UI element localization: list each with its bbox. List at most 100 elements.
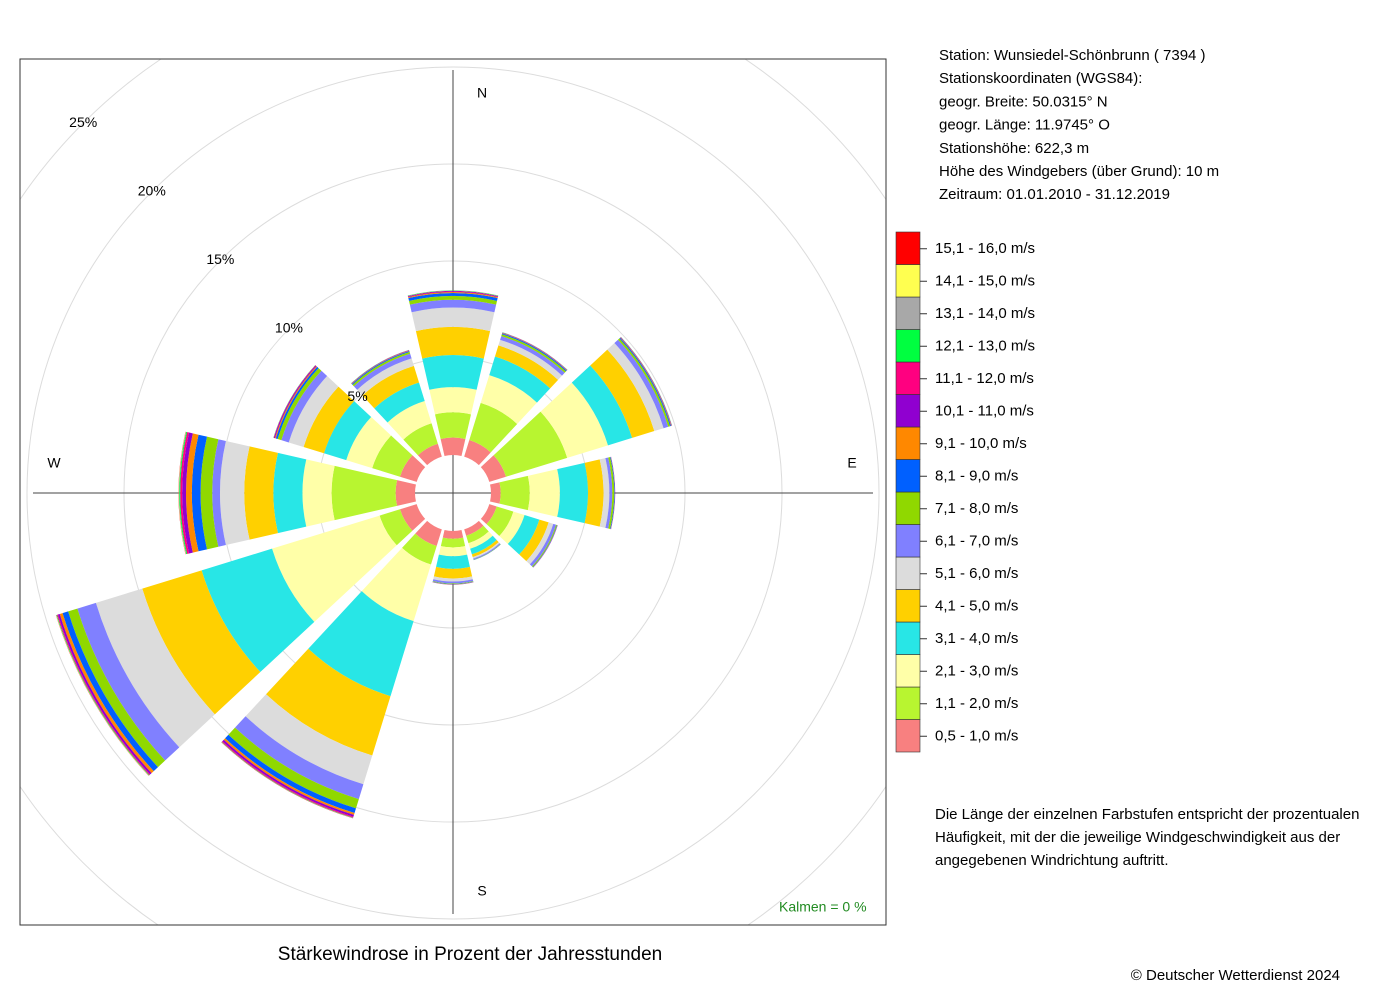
- station-info: Zeitraum: 01.01.2010 - 31.12.2019: [939, 186, 1170, 203]
- wind-segment: [323, 401, 372, 461]
- station-info: Stationskoordinaten (WGS84):: [939, 70, 1142, 87]
- wind-segment: [62, 611, 158, 772]
- r-tick-label: 10%: [275, 320, 303, 336]
- legend-label: 12,1 - 13,0 m/s: [935, 338, 1035, 355]
- wind-segment: [379, 509, 413, 546]
- wind-segment: [407, 290, 499, 296]
- r-tick-label: 5%: [347, 388, 367, 404]
- wind-segment: [432, 582, 474, 585]
- legend-swatch: [895, 719, 921, 753]
- chart-title: Stärkewindrose in Prozent der Jahresstun…: [278, 944, 662, 965]
- legend-label: 4,1 - 5,0 m/s: [935, 598, 1018, 615]
- legend-swatch: [895, 394, 921, 428]
- legend-swatch: [895, 264, 921, 298]
- wind-segment: [399, 455, 426, 482]
- wind-segment: [608, 457, 615, 529]
- wind-segment: [281, 370, 328, 443]
- wind-segment: [489, 356, 551, 403]
- legend-label: 1,1 - 2,0 m/s: [935, 695, 1018, 712]
- wind-segment: [374, 382, 425, 423]
- wind-segment: [433, 566, 473, 579]
- wind-segment: [387, 401, 432, 440]
- wind-segment: [178, 431, 186, 555]
- wind-segment: [68, 608, 166, 768]
- wind-segment: [417, 443, 442, 466]
- legend-swatch: [895, 231, 921, 265]
- legend-label: 15,1 - 16,0 m/s: [935, 240, 1035, 257]
- wind-segment: [288, 376, 339, 448]
- wind-segment: [480, 375, 537, 424]
- wind-segment: [178, 431, 187, 555]
- wind-segment: [77, 602, 180, 761]
- note-line: angegebenen Windrichtung auftritt.: [935, 852, 1169, 869]
- wind-segment: [407, 290, 499, 297]
- wind-segment: [540, 382, 608, 458]
- wind-segment: [200, 436, 219, 550]
- wind-segment: [178, 431, 186, 555]
- wind-segment: [468, 531, 493, 549]
- wind-segment: [464, 439, 491, 466]
- wind-segment: [490, 482, 501, 504]
- wind-segment: [599, 458, 610, 528]
- legend-swatch: [895, 361, 921, 395]
- wind-segment: [407, 290, 499, 296]
- wind-segment: [362, 365, 420, 409]
- wind-segment: [526, 522, 554, 565]
- wind-segment: [422, 355, 484, 390]
- wind-segment: [402, 533, 437, 565]
- wind-segment: [182, 432, 193, 554]
- wind-segment: [142, 570, 261, 715]
- compass-label: N: [477, 85, 487, 101]
- wind-segment: [95, 588, 215, 748]
- wind-segment: [179, 431, 188, 555]
- wind-segment: [527, 469, 560, 517]
- wind-segment: [245, 694, 373, 785]
- wind-segment: [273, 452, 307, 534]
- wind-segment: [407, 291, 499, 298]
- note-line: Die Länge der einzelnen Farbstufen entsp…: [935, 806, 1359, 823]
- wind-segment: [433, 576, 473, 582]
- legend-swatch: [895, 589, 921, 623]
- legend-label: 2,1 - 3,0 m/s: [935, 663, 1018, 680]
- wind-segment: [499, 475, 530, 511]
- wind-segment: [614, 339, 669, 429]
- legend-label: 10,1 - 11,0 m/s: [935, 403, 1034, 420]
- wind-segment: [493, 411, 568, 477]
- wind-segment: [357, 358, 414, 396]
- wind-segment: [429, 387, 477, 415]
- legend-label: 8,1 - 9,0 m/s: [935, 468, 1018, 485]
- wind-segment: [228, 727, 359, 809]
- r-tick-label: 25%: [69, 114, 97, 130]
- r-tick-label: 20%: [138, 182, 166, 198]
- wind-segment: [346, 416, 392, 469]
- wind-segment: [434, 412, 472, 439]
- wind-segment: [353, 353, 412, 390]
- wind-segment: [408, 293, 498, 301]
- plot-frame: [19, 58, 887, 926]
- wind-segment: [529, 523, 557, 567]
- wind-segment: [331, 465, 398, 521]
- wind-segment: [464, 520, 484, 536]
- wind-segment: [303, 386, 355, 454]
- wind-segment: [372, 435, 413, 477]
- wind-segment: [438, 546, 468, 557]
- wind-segment: [471, 540, 499, 558]
- wind-segment: [266, 648, 391, 756]
- legend-label: 5,1 - 6,0 m/s: [935, 565, 1018, 582]
- wind-segment: [244, 446, 278, 540]
- legend-swatch: [895, 621, 921, 655]
- compass-label: E: [847, 455, 856, 471]
- wind-segment: [191, 434, 207, 552]
- wind-segment: [220, 440, 250, 546]
- plot-area: 5% 10% 15% 20% 25%: [20, 59, 886, 925]
- wind-segment: [480, 455, 507, 482]
- wind-segment: [408, 292, 498, 299]
- calm-label: Kalmen = 0 %: [779, 899, 867, 915]
- wind-segment: [507, 515, 540, 555]
- wind-segment: [472, 542, 500, 559]
- r-tick-label: 15%: [206, 251, 234, 267]
- legend-label: 6,1 - 7,0 m/s: [935, 533, 1018, 550]
- wind-segment: [436, 554, 470, 569]
- wind-segment: [180, 432, 190, 554]
- legend-label: 0,5 - 1,0 m/s: [935, 728, 1018, 745]
